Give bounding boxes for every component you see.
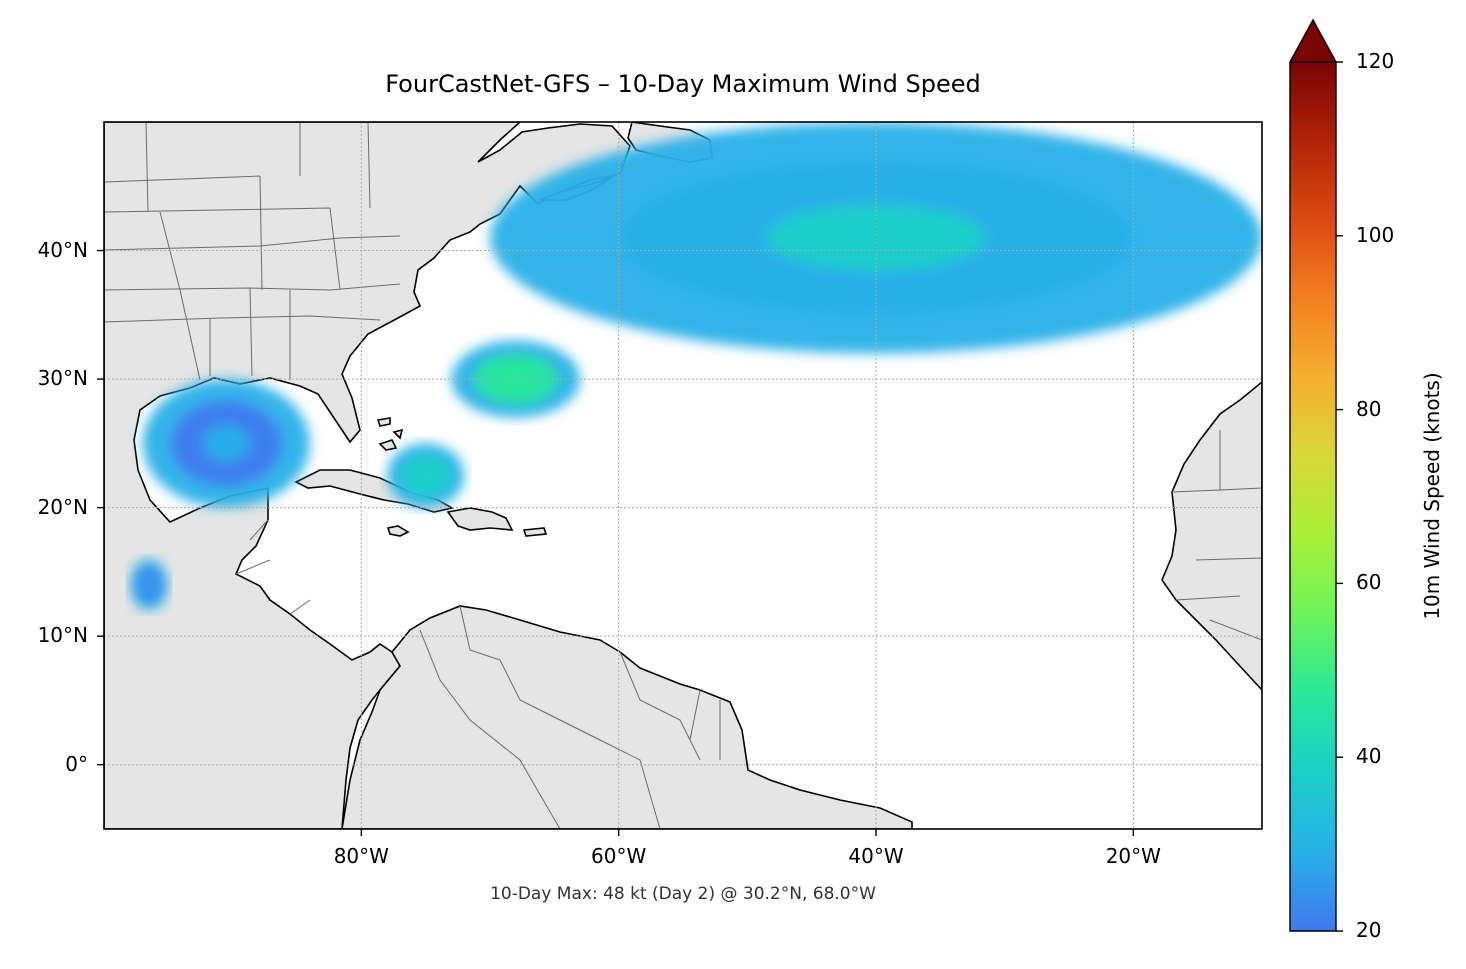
colorbar-frame bbox=[1289, 62, 1337, 932]
x-tick-label: 40°W bbox=[848, 844, 904, 868]
colorbar-bar bbox=[1290, 62, 1336, 931]
wind-speed-field bbox=[129, 122, 1262, 611]
gridlines bbox=[104, 122, 1262, 829]
colorbar-tick-label: 120 bbox=[1356, 49, 1395, 73]
map-frame bbox=[103, 121, 1263, 830]
wind-region-core bbox=[765, 204, 987, 271]
wind-region bbox=[387, 443, 465, 508]
state-borders bbox=[104, 122, 401, 381]
africa-borders bbox=[1171, 430, 1262, 641]
y-tick-label: 20°N bbox=[37, 494, 88, 519]
colorbar-tick-label: 20 bbox=[1356, 918, 1382, 942]
central-america-borders bbox=[235, 519, 311, 615]
y-tick-label: 40°N bbox=[37, 237, 88, 262]
wind-region-core bbox=[143, 577, 155, 593]
country-borders bbox=[104, 122, 1262, 829]
figure-title: FourCastNet-GFS – 10-Day Maximum Wind Sp… bbox=[385, 70, 981, 98]
y-tick-label: 30°N bbox=[37, 366, 88, 391]
colorbar-tick-label: 80 bbox=[1356, 396, 1382, 421]
south-america-land bbox=[341, 605, 913, 829]
colorbar-ticks bbox=[1336, 61, 1343, 932]
wind-region bbox=[142, 379, 310, 508]
max-wind-footnote: 10-Day Max: 48 kt (Day 2) @ 30.2°N, 68.0… bbox=[490, 884, 876, 904]
wind-region-core bbox=[202, 425, 251, 462]
colorbar-tick-label: 60 bbox=[1356, 570, 1382, 595]
bahamas-islands bbox=[376, 417, 404, 451]
max-wind-core bbox=[505, 366, 526, 387]
x-tick-label: 80°W bbox=[333, 844, 389, 868]
south-america-borders bbox=[419, 605, 721, 829]
wind-region-core bbox=[414, 466, 437, 485]
y-tick-label: 10°N bbox=[37, 623, 88, 648]
puerto-rico-island bbox=[522, 527, 548, 537]
wind-region bbox=[129, 559, 169, 611]
colorbar-tick-label: 100 bbox=[1356, 222, 1395, 247]
colorbar-label: 10m Wind Speed (knots) bbox=[1420, 372, 1444, 620]
x-tick-label: 20°W bbox=[1105, 844, 1161, 868]
hispaniola-island bbox=[446, 507, 514, 531]
colorbar-extend-arrow bbox=[1288, 18, 1338, 63]
land-masses bbox=[104, 122, 1262, 829]
jamaica-island bbox=[386, 525, 410, 537]
x-tick-label: 60°W bbox=[591, 844, 647, 868]
y-tick-label: 0° bbox=[65, 751, 88, 776]
colorbar bbox=[1288, 18, 1343, 932]
colorbar-tick-label: 40 bbox=[1356, 744, 1382, 769]
axis-ticks bbox=[97, 249, 1135, 836]
wind-region bbox=[490, 122, 1262, 354]
west-africa-land bbox=[1161, 380, 1262, 692]
